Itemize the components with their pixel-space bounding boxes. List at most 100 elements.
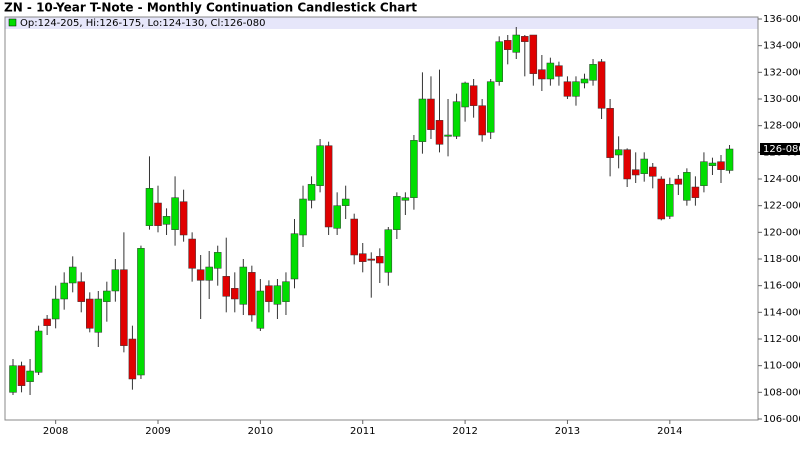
candle-body	[137, 248, 145, 376]
candle-body	[597, 61, 606, 109]
x-tick-label: 2013	[555, 426, 580, 437]
candle-body	[657, 178, 666, 220]
candle-body	[461, 82, 469, 108]
candle-body	[290, 233, 299, 280]
candle-body	[666, 184, 674, 217]
candle-body	[393, 196, 401, 230]
candle-body	[9, 365, 17, 393]
candle-body	[77, 281, 85, 302]
candle-body	[418, 98, 427, 142]
candle-body	[324, 145, 333, 228]
y-tick-label: 116-000	[763, 281, 800, 292]
candle-body	[691, 186, 700, 198]
candle-body	[478, 105, 486, 136]
y-tick-label: 120-000	[763, 227, 800, 238]
candle-body	[51, 298, 60, 320]
candle-body	[154, 202, 162, 226]
candle-body	[265, 285, 273, 302]
candle-body	[401, 197, 410, 201]
candle-body	[316, 145, 324, 186]
candle-body	[529, 34, 538, 74]
candle-body	[708, 162, 717, 166]
candle-body	[503, 40, 512, 50]
candle-body	[17, 365, 26, 386]
x-tick-label: 2009	[145, 426, 170, 437]
candle-body	[452, 101, 461, 137]
candle-body	[725, 148, 734, 171]
candle-body	[128, 338, 137, 380]
y-tick-label: 130-000	[763, 94, 800, 105]
candle-body	[282, 281, 290, 302]
candle-body	[68, 266, 77, 284]
candle-body	[333, 205, 341, 229]
x-tick-label: 2008	[43, 426, 68, 437]
plot-frame	[4, 16, 759, 421]
y-tick-label: 108-000	[763, 387, 800, 398]
y-tick-label: 118-000	[763, 254, 800, 265]
candle-body	[86, 298, 94, 329]
x-tick-label: 2012	[452, 426, 477, 437]
legend-text: Op:124-205, Hi:126-175, Lo:124-130, Cl:1…	[20, 18, 265, 29]
candle-body	[555, 65, 563, 77]
y-tick-label: 124-000	[763, 174, 800, 185]
y-tick-label: 128-000	[763, 121, 800, 132]
candle-body	[26, 370, 34, 382]
candle-body	[120, 269, 128, 346]
last-price-box	[760, 143, 800, 155]
y-tick-label: 106-000	[763, 414, 800, 425]
candle-body	[410, 140, 418, 198]
candle-body	[606, 108, 614, 158]
candle-body	[384, 229, 393, 273]
candle-body	[222, 276, 230, 297]
candle-body	[205, 266, 213, 281]
y-tick-label: 136-000	[763, 14, 800, 25]
candle-body	[589, 64, 597, 81]
candle-body	[435, 120, 444, 145]
candle-body	[34, 330, 43, 373]
candle-body	[188, 238, 196, 269]
candle-body	[444, 134, 452, 137]
candle-body	[231, 288, 239, 300]
legend-band	[5, 17, 758, 29]
candle-body	[350, 218, 358, 256]
x-tick-label: 2011	[350, 426, 375, 437]
candle-body	[213, 252, 222, 269]
candle-body	[94, 298, 103, 333]
candle-body	[649, 166, 657, 177]
candle-body	[179, 201, 188, 236]
y-tick-label: 122-000	[763, 201, 800, 212]
x-tick-label: 2014	[657, 426, 682, 437]
candle-body	[248, 272, 256, 316]
candle-body	[623, 149, 631, 180]
candle-body	[700, 161, 708, 186]
candle-body	[111, 269, 120, 292]
candle-body	[495, 41, 503, 82]
candle-body	[683, 172, 691, 201]
legend-swatch	[8, 18, 17, 27]
y-tick-label: 110-000	[763, 361, 800, 372]
candle-body	[60, 282, 68, 300]
candle-body	[563, 81, 572, 97]
candle-body	[717, 161, 725, 170]
candle-body	[256, 290, 265, 329]
candle-body	[376, 256, 384, 264]
candle-body	[427, 98, 435, 130]
candle-body	[43, 318, 51, 326]
candle-body	[631, 169, 640, 176]
candle-body	[145, 188, 154, 226]
candle-body	[239, 266, 248, 305]
candle-body	[521, 36, 529, 42]
y-tick-label: 132-000	[763, 67, 800, 78]
y-tick-label: 134-000	[763, 41, 800, 52]
candle-body	[103, 290, 111, 302]
candle-body	[358, 253, 367, 262]
candle-body	[367, 258, 376, 261]
candle-body	[546, 62, 555, 80]
candle-body	[640, 158, 648, 174]
candle-body	[538, 69, 546, 80]
candle-body	[469, 85, 478, 106]
candle-body	[299, 198, 307, 236]
candle-body	[341, 198, 350, 206]
candle-body	[273, 285, 282, 305]
